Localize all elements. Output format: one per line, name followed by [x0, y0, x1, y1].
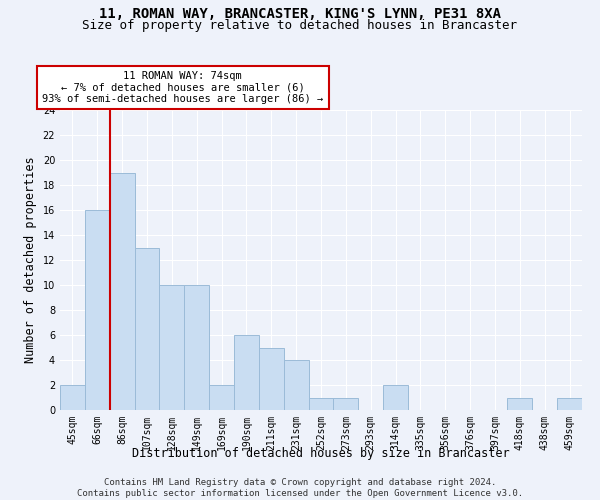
Bar — [557, 398, 582, 410]
Bar — [508, 398, 532, 410]
Bar — [160, 285, 184, 410]
Text: Contains HM Land Registry data © Crown copyright and database right 2024.
Contai: Contains HM Land Registry data © Crown c… — [77, 478, 523, 498]
Bar — [110, 172, 134, 410]
Bar — [60, 385, 85, 410]
Text: 11 ROMAN WAY: 74sqm
← 7% of detached houses are smaller (6)
93% of semi-detached: 11 ROMAN WAY: 74sqm ← 7% of detached hou… — [42, 71, 323, 104]
Bar — [234, 335, 259, 410]
Text: Size of property relative to detached houses in Brancaster: Size of property relative to detached ho… — [83, 19, 517, 32]
Y-axis label: Number of detached properties: Number of detached properties — [24, 156, 37, 364]
Bar — [259, 348, 284, 410]
Bar — [284, 360, 308, 410]
Bar — [308, 398, 334, 410]
Bar — [85, 210, 110, 410]
Bar — [383, 385, 408, 410]
Text: 11, ROMAN WAY, BRANCASTER, KING'S LYNN, PE31 8XA: 11, ROMAN WAY, BRANCASTER, KING'S LYNN, … — [99, 8, 501, 22]
Text: Distribution of detached houses by size in Brancaster: Distribution of detached houses by size … — [132, 448, 510, 460]
Bar — [334, 398, 358, 410]
Bar — [134, 248, 160, 410]
Bar — [209, 385, 234, 410]
Bar — [184, 285, 209, 410]
